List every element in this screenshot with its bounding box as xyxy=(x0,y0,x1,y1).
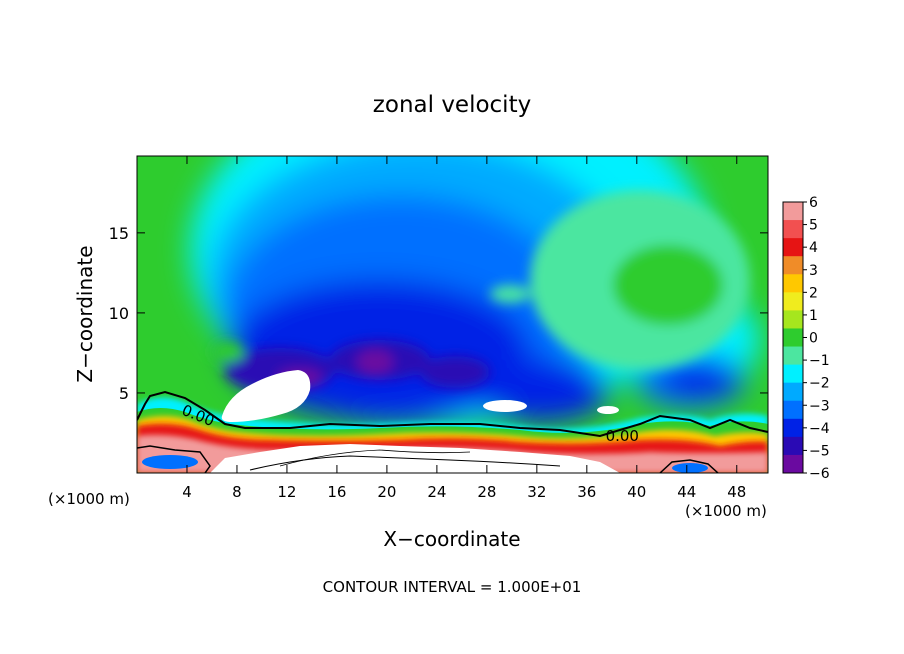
x-tick-label: 16 xyxy=(327,483,346,501)
colorbar-tick-label: −3 xyxy=(809,398,830,414)
colorbar-tick-label: −4 xyxy=(809,421,830,437)
colorbar-swatch xyxy=(783,292,803,311)
colorbar-tick-label: 6 xyxy=(809,195,818,211)
x-unit-left: (×1000 m) xyxy=(48,490,130,508)
velocity-field xyxy=(137,156,768,473)
colorbar-swatch xyxy=(783,328,803,348)
colorbar-tick-label: 2 xyxy=(809,285,818,301)
y-tick-label: 10 xyxy=(109,304,129,323)
x-unit-right: (×1000 m) xyxy=(685,502,767,520)
colorbar-swatch xyxy=(783,418,803,438)
x-tick-label: 24 xyxy=(427,483,446,501)
colorbar-tick-label: 5 xyxy=(809,218,818,234)
x-tick-label: 28 xyxy=(477,483,496,501)
x-tick-label: 12 xyxy=(277,483,296,501)
x-tick-label: 40 xyxy=(627,483,646,501)
colorbar-swatch xyxy=(783,238,803,257)
plot-frame xyxy=(136,155,769,474)
colorbar-swatch xyxy=(783,364,803,384)
colorbar-tick-label: −2 xyxy=(809,376,830,392)
x-axis-label: X−coordinate xyxy=(383,527,520,551)
x-tick-label: 48 xyxy=(727,483,746,501)
colorbar-tick-label: −6 xyxy=(809,466,830,482)
colorbar-swatch xyxy=(783,436,803,456)
colorbar-tick-label: −5 xyxy=(809,443,830,459)
colorbar-swatch xyxy=(783,256,803,275)
colorbar-swatch xyxy=(783,274,803,293)
colorbar: 6 5 4 3 2 1 0 −1 −2 −3 −4 −5 −6 xyxy=(782,195,830,482)
chart-title: zonal velocity xyxy=(373,92,531,118)
x-tick-label: 20 xyxy=(377,483,396,501)
colorbar-swatch xyxy=(783,382,803,402)
y-axis-label: Z−coordinate xyxy=(73,245,97,382)
x-tick-label: 4 xyxy=(182,483,192,501)
y-tick-label: 5 xyxy=(119,384,129,403)
colorbar-swatch xyxy=(783,454,803,474)
x-tick-label: 32 xyxy=(527,483,546,501)
colorbar-swatch xyxy=(783,202,803,221)
x-axis-ticks: 4 8 12 16 20 24 28 32 36 40 44 48 xyxy=(182,156,746,501)
x-tick-label: 8 xyxy=(232,483,242,501)
colorbar-tick-label: 3 xyxy=(809,263,818,279)
colorbar-swatch xyxy=(783,346,803,366)
y-tick-label: 15 xyxy=(109,224,129,243)
colorbar-tick-label: −1 xyxy=(809,353,830,369)
colorbar-swatch xyxy=(783,400,803,420)
colorbar-swatch xyxy=(783,310,803,329)
contour-label: 0.00 xyxy=(606,427,639,445)
colorbar-tick-label: 4 xyxy=(809,240,818,256)
y-axis-ticks: 5 10 15 xyxy=(109,224,768,403)
contour-interval-note: CONTOUR INTERVAL = 1.000E+01 xyxy=(323,578,582,596)
x-tick-label: 44 xyxy=(677,483,696,501)
colorbar-swatch xyxy=(783,220,803,239)
colorbar-tick-label: 1 xyxy=(809,308,818,324)
colorbar-tick-label: 0 xyxy=(809,331,818,347)
x-tick-label: 36 xyxy=(577,483,596,501)
